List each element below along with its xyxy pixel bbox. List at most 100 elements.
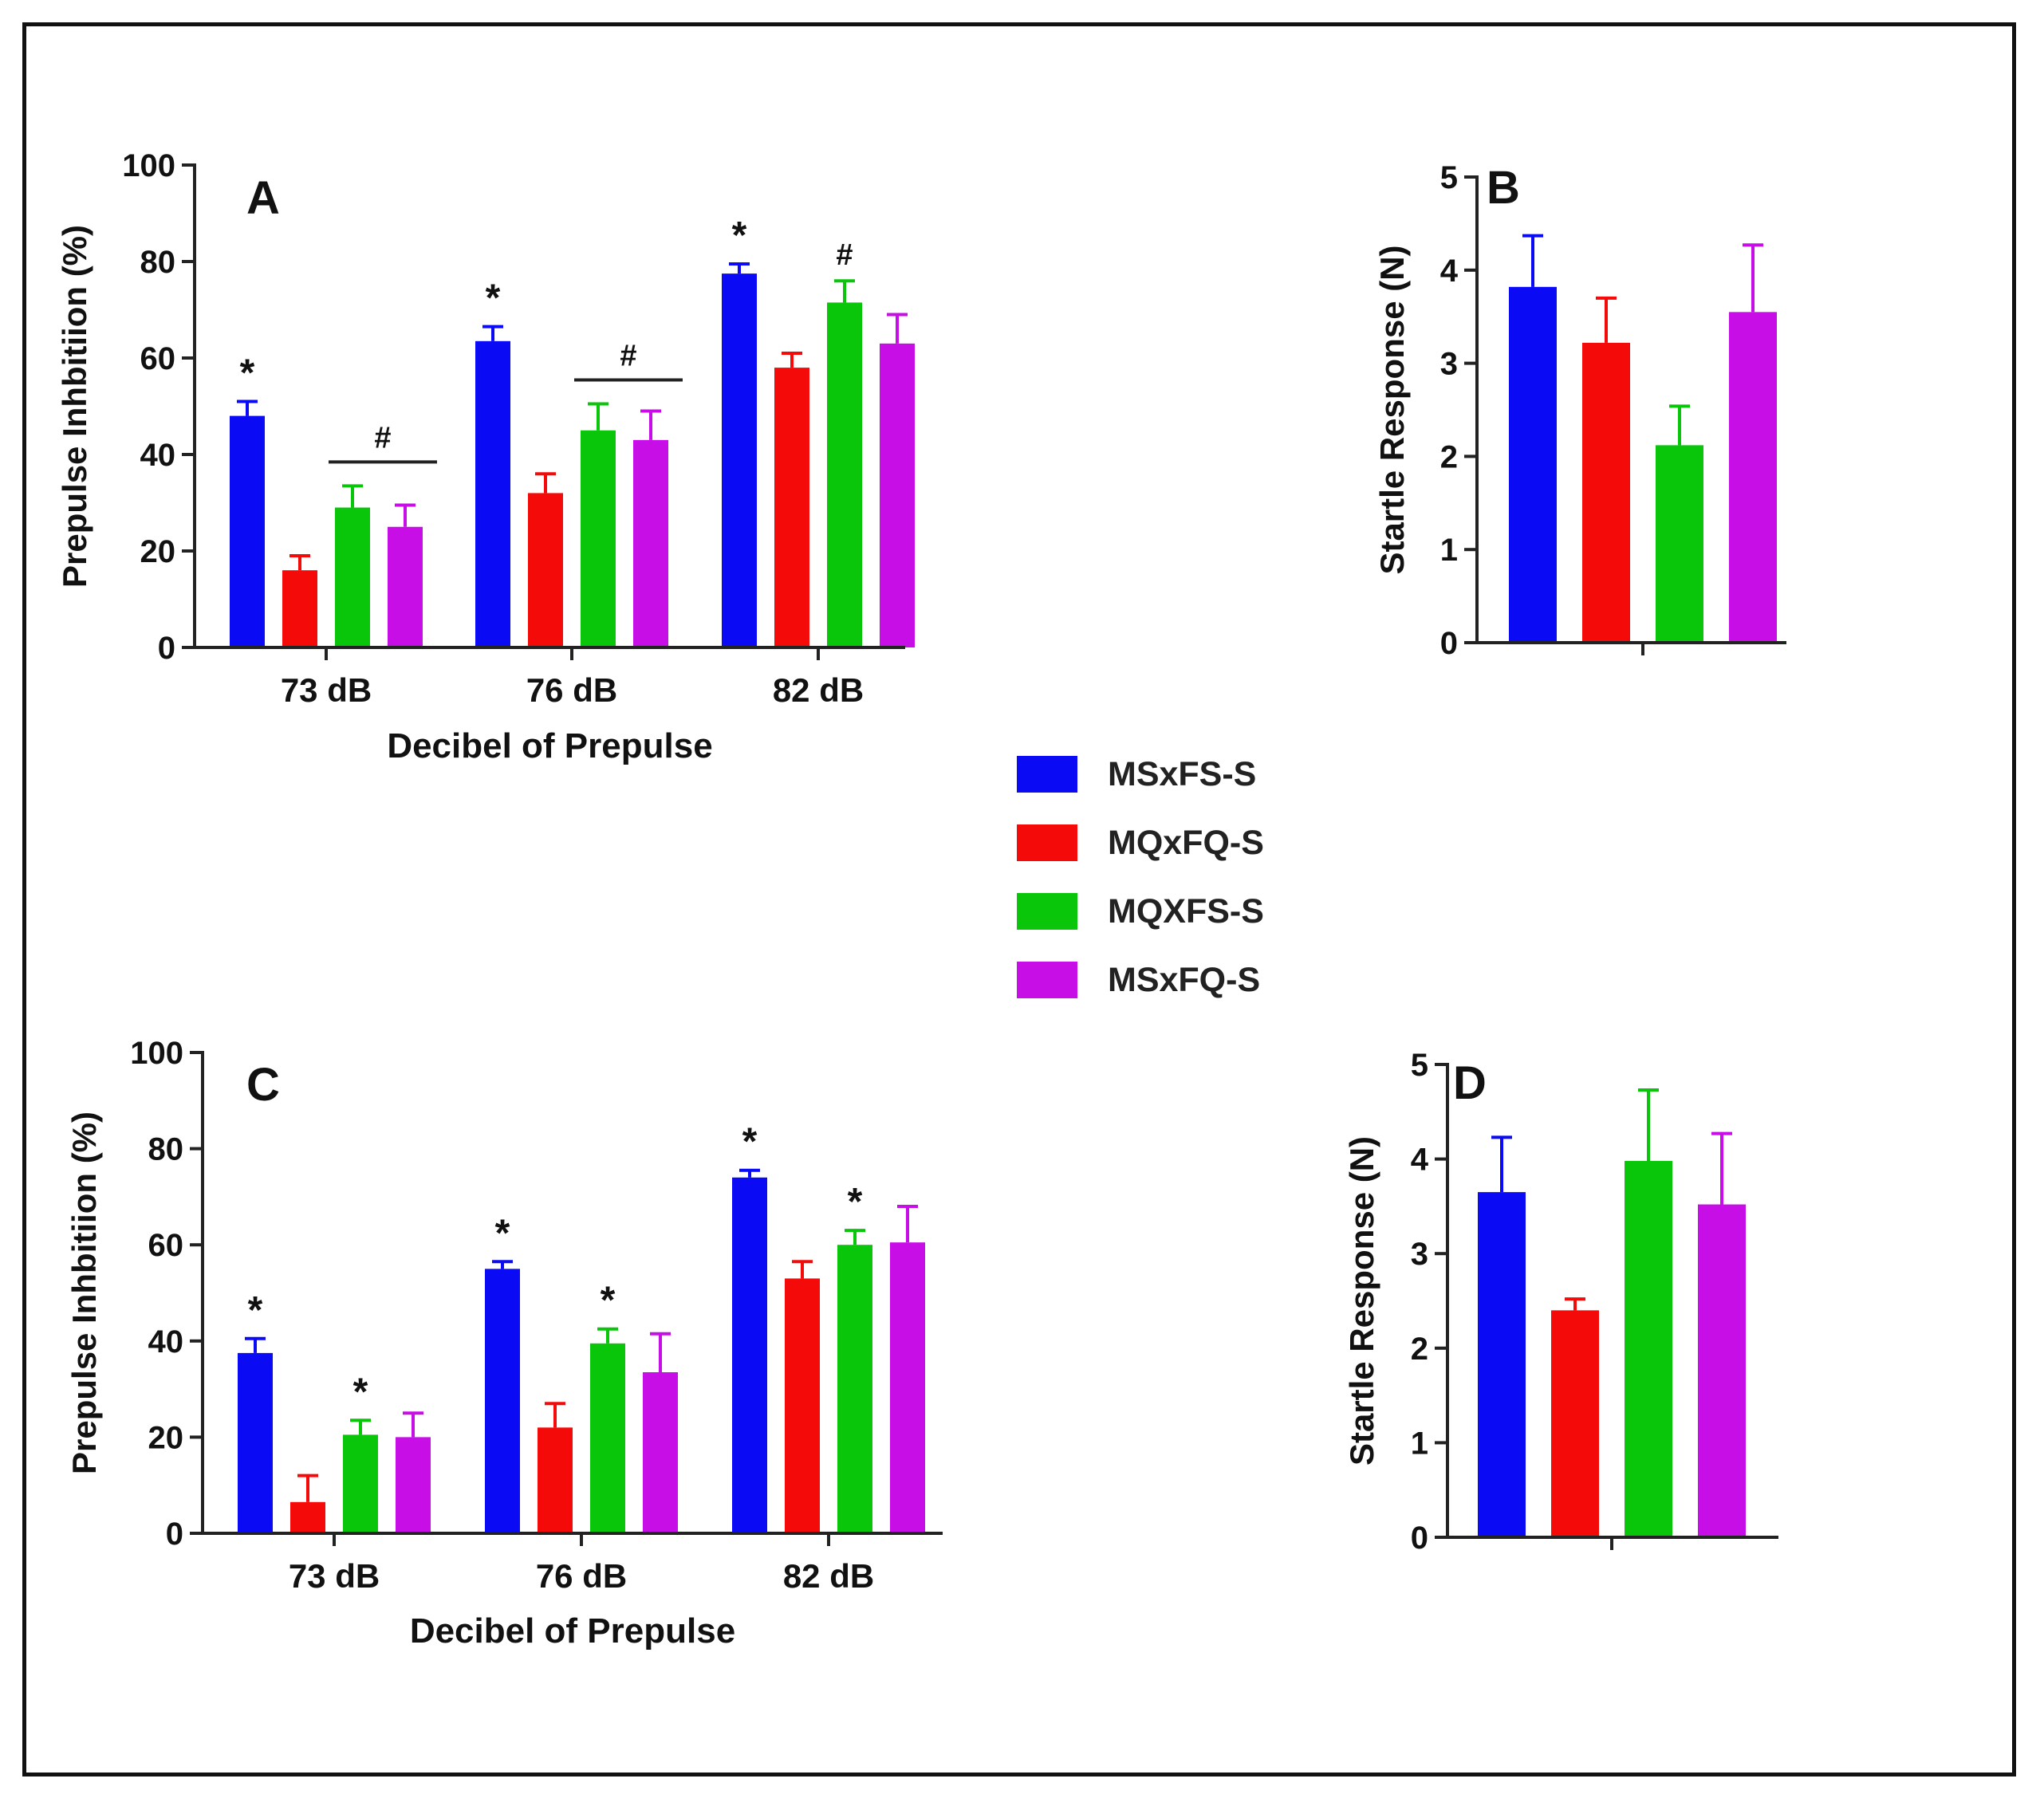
figure-frame bbox=[22, 22, 2016, 1776]
significance-mark: * bbox=[742, 1121, 758, 1163]
bar-mqxfs-s bbox=[1625, 1160, 1672, 1537]
y-tick-label: 3 bbox=[1411, 1237, 1428, 1272]
bar-msxfs-s bbox=[722, 273, 757, 647]
panel-label: A bbox=[246, 172, 280, 224]
y-axis-title: Prepulse Inhbitiion (%) bbox=[65, 1112, 103, 1474]
bar-msxfs-s bbox=[1478, 1192, 1526, 1537]
y-tick-label: 100 bbox=[122, 148, 175, 183]
bar-mqxfq-s bbox=[1582, 342, 1630, 643]
bar-msxfs-s bbox=[238, 1352, 273, 1533]
y-tick-label: 2 bbox=[1411, 1332, 1428, 1367]
y-tick-label: 20 bbox=[140, 534, 176, 569]
panel-c-chart: 0 20 40 60 80 100 73 dB 76 dB 82 dB Prepulse Inhb… bbox=[65, 1036, 943, 1651]
panel-b-chart: 0 1 2 3 4 5 Startle Response (N) B bbox=[1373, 160, 1786, 661]
significance-mark: * bbox=[848, 1181, 863, 1223]
bar-msxfq-s bbox=[396, 1437, 431, 1533]
bar-mqxfs-s bbox=[581, 430, 616, 647]
bar-mqxfq-s bbox=[538, 1427, 573, 1533]
y-tick-label: 20 bbox=[148, 1420, 184, 1455]
bar-msxfq-s bbox=[633, 439, 668, 647]
y-tick-label: 5 bbox=[1411, 1048, 1428, 1083]
significance-mark: # bbox=[374, 421, 391, 454]
y-tick-label: 40 bbox=[148, 1324, 184, 1359]
y-tick-label: 0 bbox=[166, 1517, 183, 1552]
y-tick-label: 4 bbox=[1411, 1143, 1429, 1178]
bar-mqxfq-s bbox=[774, 368, 809, 647]
significance-mark: * bbox=[732, 214, 747, 257]
legend-swatch bbox=[1017, 962, 1077, 998]
legend-label: MSxFS-S bbox=[1108, 754, 1257, 793]
bar-msxfs-s bbox=[732, 1177, 767, 1533]
bar-mqxfs-s bbox=[837, 1245, 872, 1533]
y-tick-label: 1 bbox=[1440, 533, 1458, 568]
y-axis-title: Startle Response (N) bbox=[1373, 245, 1411, 574]
y-tick-label: 3 bbox=[1440, 347, 1458, 382]
x-tick-label: 73 dB bbox=[281, 671, 372, 709]
legend-swatch bbox=[1017, 824, 1077, 861]
x-tick-label: 82 dB bbox=[773, 671, 864, 709]
significance-mark: * bbox=[240, 352, 255, 394]
x-tick-label: 73 dB bbox=[289, 1557, 380, 1595]
y-tick-label: 4 bbox=[1440, 254, 1459, 289]
y-tick-label: 0 bbox=[1440, 626, 1458, 661]
bar-msxfq-s bbox=[890, 1242, 925, 1533]
y-tick-label: 0 bbox=[1411, 1521, 1428, 1556]
panel-label: D bbox=[1453, 1057, 1487, 1109]
significance-mark: # bbox=[836, 238, 853, 272]
bar-mqxfs-s bbox=[1656, 445, 1703, 643]
bar-mqxfq-s bbox=[785, 1278, 820, 1533]
bar-mqxfs-s bbox=[343, 1434, 378, 1533]
bar-mqxfq-s bbox=[290, 1501, 325, 1533]
x-tick-label: 82 dB bbox=[783, 1557, 874, 1595]
bar-msxfq-s bbox=[1698, 1204, 1746, 1537]
x-tick-label: 76 dB bbox=[526, 671, 617, 709]
bar-mqxfq-s bbox=[1551, 1310, 1599, 1537]
y-tick-label: 80 bbox=[140, 245, 176, 280]
legend-label: MQXFS-S bbox=[1108, 891, 1264, 931]
legend-item-msxfq-s: MSxFQ-S bbox=[1017, 946, 1264, 1014]
y-tick-label: 40 bbox=[140, 438, 176, 473]
y-tick-label: 2 bbox=[1440, 439, 1458, 474]
y-tick-label: 60 bbox=[148, 1228, 184, 1263]
y-tick-label: 100 bbox=[130, 1036, 183, 1071]
y-tick-label: 80 bbox=[148, 1132, 184, 1167]
y-tick-label: 1 bbox=[1411, 1426, 1428, 1461]
y-axis-title: Startle Response (N) bbox=[1343, 1136, 1380, 1466]
bar-mqxfs-s bbox=[827, 302, 862, 647]
legend-label: MSxFQ-S bbox=[1108, 960, 1261, 999]
x-tick-label: 76 dB bbox=[536, 1557, 627, 1595]
bar-msxfq-s bbox=[1729, 312, 1777, 643]
bar-msxfq-s bbox=[388, 526, 423, 647]
significance-mark: * bbox=[248, 1289, 263, 1332]
x-axis-title: Decibel of Prepulse bbox=[410, 1611, 735, 1651]
bar-msxfs-s bbox=[1509, 286, 1557, 643]
y-tick-label: 0 bbox=[158, 631, 175, 666]
panel-label: B bbox=[1487, 162, 1520, 214]
panel-d-chart: 0 1 2 3 4 5 Startle Response (N) D bbox=[1343, 1048, 1778, 1556]
bar-msxfq-s bbox=[643, 1371, 678, 1533]
panel-label: C bbox=[246, 1059, 280, 1111]
legend-item-msxfs-s: MSxFS-S bbox=[1017, 740, 1264, 809]
legend-swatch bbox=[1017, 893, 1077, 930]
bar-mqxfq-s bbox=[282, 570, 317, 647]
legend-item-mqxfq-s: MQxFQ-S bbox=[1017, 809, 1264, 877]
significance-mark: * bbox=[495, 1212, 510, 1254]
y-tick-label: 5 bbox=[1440, 160, 1458, 195]
bar-mqxfq-s bbox=[528, 493, 563, 647]
legend-label: MQxFQ-S bbox=[1108, 823, 1264, 862]
legend: MSxFS-S MQxFQ-S MQXFS-S MSxFQ-S bbox=[1017, 740, 1264, 1014]
panel-a-chart: 0 20 40 60 80 100 73 dB 76 dB 82 dB Prepulse Inhb… bbox=[56, 148, 915, 765]
significance-mark: * bbox=[486, 277, 501, 320]
bar-msxfq-s bbox=[880, 343, 915, 647]
bar-msxfs-s bbox=[485, 1269, 520, 1533]
y-axis-title: Prepulse Inhbitiion (%) bbox=[56, 225, 93, 588]
significance-mark: * bbox=[601, 1280, 616, 1322]
y-tick-label: 60 bbox=[140, 341, 176, 376]
significance-mark: * bbox=[353, 1371, 368, 1413]
bar-mqxfs-s bbox=[335, 507, 370, 647]
bar-mqxfs-s bbox=[590, 1343, 625, 1533]
significance-mark: # bbox=[620, 339, 636, 372]
x-axis-title: Decibel of Prepulse bbox=[387, 726, 712, 765]
bar-msxfs-s bbox=[230, 415, 265, 647]
